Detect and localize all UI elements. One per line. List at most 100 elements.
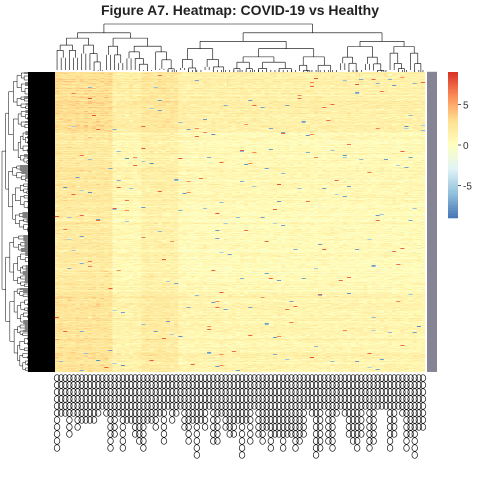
heatmap-cell bbox=[416, 100, 422, 102]
heatmap-cell bbox=[272, 93, 278, 95]
heatmap-cell bbox=[277, 93, 282, 95]
heatmap-cell bbox=[124, 90, 130, 92]
heatmap-cell bbox=[363, 88, 368, 90]
heatmap-cell bbox=[92, 99, 97, 101]
heatmap-cell bbox=[178, 95, 183, 97]
heatmap-cell bbox=[420, 111, 426, 113]
heatmap-cell bbox=[388, 86, 393, 88]
heatmap-cell bbox=[203, 115, 208, 117]
heatmap-cell bbox=[338, 94, 343, 96]
heatmap-cell bbox=[371, 110, 376, 112]
heatmap-cell bbox=[379, 72, 385, 74]
heatmap-cell bbox=[96, 83, 101, 85]
heatmap-cell bbox=[379, 105, 385, 107]
heatmap-cell bbox=[83, 107, 89, 109]
heatmap-cell bbox=[297, 82, 302, 84]
heatmap-cell bbox=[244, 114, 249, 116]
heatmap-cell bbox=[112, 77, 117, 79]
heatmap-cell bbox=[301, 107, 306, 109]
heatmap-cell bbox=[408, 85, 413, 87]
heatmap-cell bbox=[240, 107, 245, 109]
heatmap-cell bbox=[268, 79, 274, 81]
heatmap-cell bbox=[375, 93, 380, 95]
heatmap-cell bbox=[301, 95, 306, 97]
heatmap-cell bbox=[63, 92, 68, 94]
heatmap-cell bbox=[322, 78, 327, 80]
heatmap-cell bbox=[174, 100, 179, 102]
heatmap-cell bbox=[408, 115, 413, 117]
heatmap-cell bbox=[116, 97, 121, 99]
heatmap-cell bbox=[244, 94, 249, 96]
heatmap-cell bbox=[301, 101, 306, 103]
heatmap-cell bbox=[75, 92, 80, 94]
heatmap-cell bbox=[371, 100, 376, 102]
heatmap-cell bbox=[63, 103, 68, 105]
heatmap-cell bbox=[223, 104, 228, 106]
heatmap-cell bbox=[416, 78, 422, 80]
heatmap-cell bbox=[264, 86, 269, 88]
heatmap-cell bbox=[129, 113, 134, 115]
heatmap-cell bbox=[108, 115, 113, 117]
heatmap-cell bbox=[116, 98, 121, 100]
heatmap-cell bbox=[363, 115, 368, 117]
heatmap-cell bbox=[318, 104, 323, 106]
heatmap-cell bbox=[133, 97, 138, 99]
heatmap-cell bbox=[149, 74, 154, 76]
heatmap-cell bbox=[420, 112, 426, 114]
heatmap-cell bbox=[194, 100, 200, 102]
heatmap-cell bbox=[301, 89, 306, 91]
heatmap-cell bbox=[79, 112, 84, 114]
heatmap-cell bbox=[318, 102, 323, 104]
heatmap-cell bbox=[277, 78, 282, 80]
heatmap-cell bbox=[277, 98, 282, 100]
heatmap-cell bbox=[240, 79, 245, 81]
heatmap-cell bbox=[87, 79, 93, 81]
heatmap-cell bbox=[392, 72, 397, 74]
heatmap-cell bbox=[268, 80, 274, 82]
heatmap-cell bbox=[71, 85, 76, 87]
heatmap-cell bbox=[375, 80, 380, 82]
heatmap-cell bbox=[55, 77, 60, 79]
heatmap-cell bbox=[342, 107, 348, 109]
heatmap-cell bbox=[100, 102, 105, 104]
heatmap-cell bbox=[314, 109, 319, 111]
heatmap-cell bbox=[252, 87, 257, 89]
heatmap-cell bbox=[297, 112, 302, 114]
heatmap-cell bbox=[219, 112, 224, 114]
heatmap-cell bbox=[120, 98, 126, 100]
heatmap-cell bbox=[322, 113, 327, 115]
heatmap-cell bbox=[116, 109, 121, 111]
heatmap-cell bbox=[297, 99, 302, 101]
heatmap-cell bbox=[116, 92, 121, 94]
heatmap-cell bbox=[392, 105, 397, 107]
heatmap-cell bbox=[108, 109, 113, 111]
heatmap-cell bbox=[79, 72, 84, 74]
heatmap-cell bbox=[100, 106, 105, 108]
heatmap-cell bbox=[219, 109, 224, 111]
heatmap-cell bbox=[314, 117, 319, 119]
heatmap-cell bbox=[182, 74, 187, 76]
heatmap-cell bbox=[141, 93, 146, 95]
heatmap-cell bbox=[359, 96, 364, 98]
heatmap-cell bbox=[231, 107, 237, 109]
heatmap-cell bbox=[166, 98, 171, 100]
heatmap-cell bbox=[383, 80, 389, 82]
heatmap-cell bbox=[301, 86, 306, 88]
heatmap-cell bbox=[301, 73, 306, 75]
heatmap-cell bbox=[408, 93, 413, 95]
heatmap-cell bbox=[256, 113, 261, 115]
heatmap-cell bbox=[289, 87, 294, 89]
heatmap-cell bbox=[120, 99, 126, 101]
heatmap-cell bbox=[133, 109, 138, 111]
heatmap-cell bbox=[400, 80, 405, 82]
heatmap-cell bbox=[367, 109, 372, 111]
heatmap-cell bbox=[334, 89, 339, 91]
heatmap-cell bbox=[67, 94, 72, 96]
heatmap-cell bbox=[92, 104, 97, 106]
heatmap-cell bbox=[161, 90, 167, 92]
heatmap-cell bbox=[301, 81, 306, 83]
heatmap-cell bbox=[112, 92, 117, 94]
heatmap-cell bbox=[359, 107, 364, 109]
heatmap-cell bbox=[244, 112, 249, 114]
heatmap-cell bbox=[223, 108, 228, 110]
